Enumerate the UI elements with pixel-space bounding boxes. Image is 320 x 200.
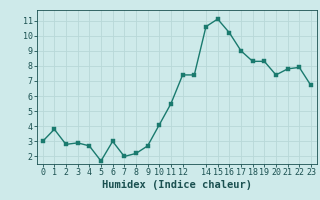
X-axis label: Humidex (Indice chaleur): Humidex (Indice chaleur): [102, 180, 252, 190]
